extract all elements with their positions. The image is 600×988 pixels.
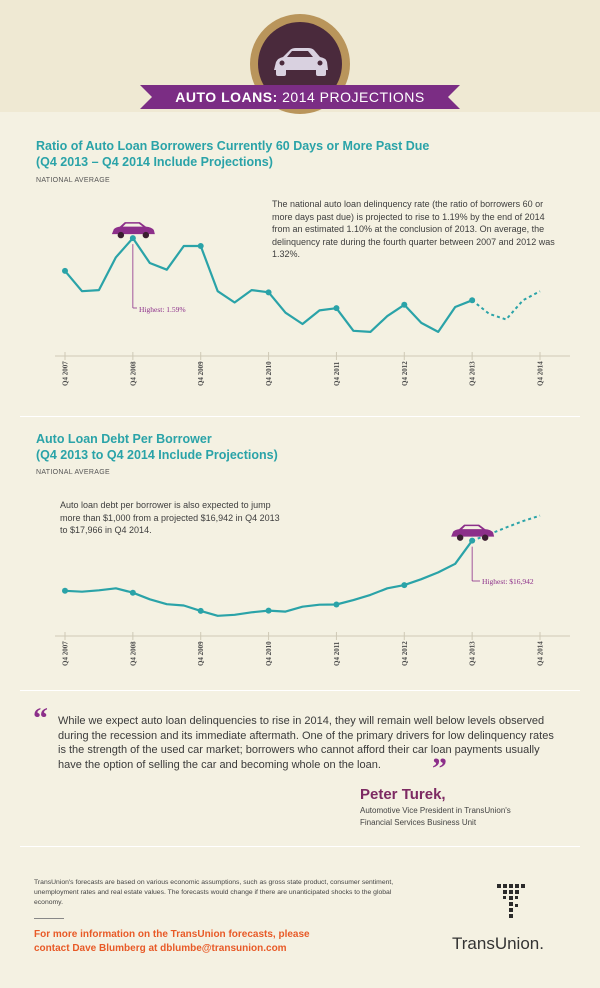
x-tick-label: Q4 2011 bbox=[333, 641, 341, 666]
car-body bbox=[451, 524, 495, 537]
car-wheel bbox=[142, 231, 150, 239]
x-tick-label: Q4 2008 bbox=[129, 361, 137, 386]
x-tick-label: Q4 2012 bbox=[401, 361, 409, 386]
projection-line bbox=[471, 290, 541, 321]
divider bbox=[20, 846, 580, 847]
author-role-line2: Financial Services Business Unit bbox=[360, 818, 477, 827]
chart1-subtitle: NATIONAL AVERAGE bbox=[36, 177, 110, 184]
x-tick-label: Q4 2007 bbox=[62, 641, 70, 666]
transunion-logo-icon bbox=[497, 884, 525, 918]
open-quote-icon: “ bbox=[33, 702, 48, 735]
close-quote-icon: ” bbox=[432, 752, 447, 785]
data-point bbox=[265, 607, 272, 614]
chart2-plot: Q4 2007 Q4 2008 Q4 2009 Q4 2010 Q4 2011 Q4 20… bbox=[55, 514, 570, 666]
x-tick-label: Q4 2010 bbox=[265, 641, 273, 666]
data-point bbox=[62, 267, 68, 274]
car-wheel bbox=[456, 534, 464, 541]
series-line bbox=[64, 236, 473, 333]
divider bbox=[20, 416, 580, 417]
data-point bbox=[129, 589, 136, 596]
x-tick-label: Q4 2008 bbox=[129, 641, 137, 666]
chart2-subtitle: NATIONAL AVERAGE bbox=[36, 469, 110, 476]
divider bbox=[20, 690, 580, 691]
car-icon bbox=[111, 222, 155, 239]
car-wheel bbox=[117, 231, 125, 239]
car-icon bbox=[451, 524, 495, 541]
x-tick-label: Q4 2012 bbox=[401, 641, 409, 666]
x-tick-label: Q4 2007 bbox=[62, 361, 70, 386]
x-tick-label: Q4 2009 bbox=[197, 641, 205, 666]
data-point bbox=[469, 297, 476, 304]
x-tick-label: Q4 2011 bbox=[333, 361, 341, 386]
x-tick-label: Q4 2014 bbox=[537, 641, 545, 666]
car-icon bbox=[274, 48, 328, 76]
page-title: AUTO LOANS: 2014 PROJECTIONS bbox=[175, 89, 425, 105]
author-role-line1: Automotive Vice President in TransUnion'… bbox=[360, 806, 511, 815]
data-point bbox=[265, 289, 272, 296]
title-ribbon bbox=[140, 85, 460, 109]
x-tick-label: Q4 2013 bbox=[469, 361, 477, 386]
footer-rule bbox=[34, 918, 64, 919]
quote-text: While we expect auto loan delinquencies … bbox=[58, 715, 554, 771]
quote-author: Peter Turek, bbox=[360, 786, 446, 803]
data-point bbox=[197, 607, 204, 614]
data-point bbox=[469, 537, 476, 544]
transunion-logo-text: TransUnion. bbox=[452, 934, 544, 953]
chart2-annotation: Highest: $16,942 bbox=[482, 577, 534, 586]
data-point bbox=[197, 243, 204, 249]
data-point bbox=[62, 587, 68, 594]
chart2-description: Auto loan debt per borrower is also expe… bbox=[60, 500, 280, 535]
car-wheel bbox=[481, 534, 489, 541]
data-point bbox=[333, 601, 340, 608]
chart1-plot: Q4 2007 Q4 2008 Q4 2009 Q4 2010 Q4 2011 Q4 20… bbox=[55, 222, 570, 386]
x-tick-label: Q4 2009 bbox=[197, 361, 205, 386]
contact-info: For more information on the TransUnion f… bbox=[34, 929, 310, 954]
car-window bbox=[122, 223, 143, 227]
car-window bbox=[462, 526, 483, 530]
chart1-description: The national auto loan delinquency rate … bbox=[272, 199, 555, 259]
data-point bbox=[401, 582, 408, 589]
chart1-title: Ratio of Auto Loan Borrowers Currently 6… bbox=[36, 139, 430, 169]
car-body bbox=[111, 222, 155, 235]
disclaimer: TransUnion's forecasts are based on vari… bbox=[34, 879, 394, 906]
data-point bbox=[401, 301, 408, 308]
x-tick-label: Q4 2010 bbox=[265, 361, 273, 386]
chart2-title: Auto Loan Debt Per Borrower (Q4 2013 to … bbox=[36, 432, 278, 462]
x-tick-label: Q4 2013 bbox=[469, 641, 477, 666]
data-point bbox=[333, 305, 340, 312]
x-tick-label: Q4 2014 bbox=[537, 361, 545, 386]
data-point bbox=[129, 235, 136, 242]
series-line bbox=[64, 540, 473, 617]
chart1-annotation: Highest: 1.59% bbox=[139, 305, 186, 314]
